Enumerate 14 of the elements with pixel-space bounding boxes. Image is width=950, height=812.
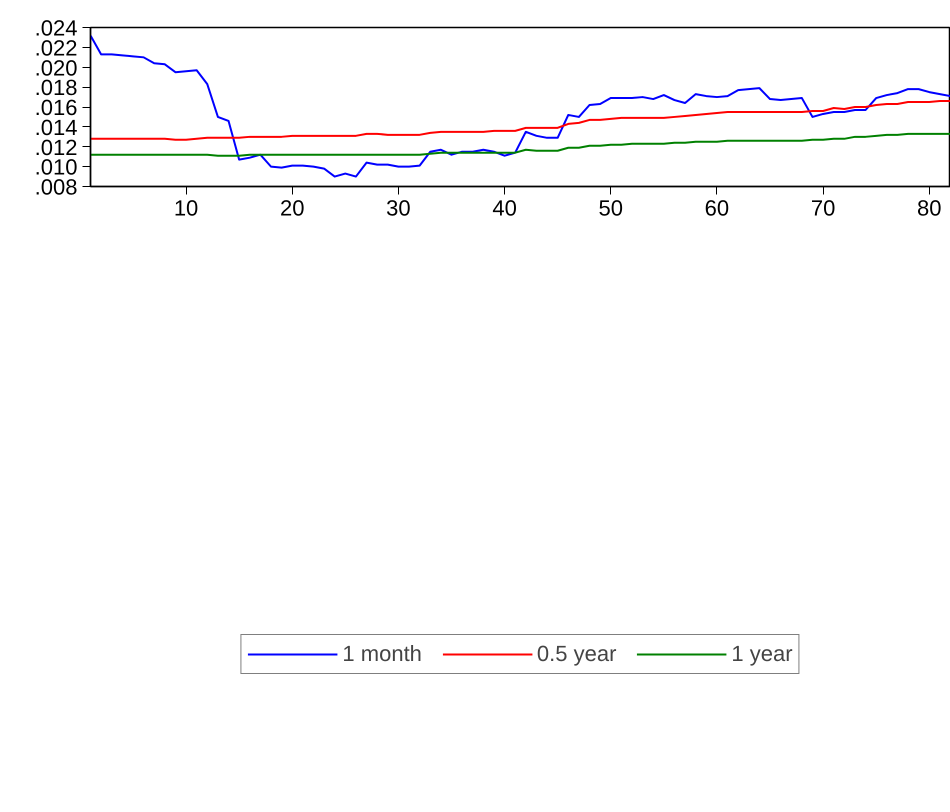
x-tick-label: 20 [280, 196, 304, 220]
line-series [90, 100, 950, 141]
legend-label: 1 month [342, 640, 422, 666]
x-tick-label: 50 [598, 196, 623, 220]
x-tick-label: 40 [492, 196, 517, 220]
legend-label: 1 year [731, 640, 793, 666]
line-series [90, 34, 950, 178]
x-tick-label: 60 [704, 196, 730, 220]
line-series [90, 132, 950, 157]
x-tick-label: 10 [174, 196, 198, 220]
x-tick-label: 70 [810, 196, 836, 220]
x-tick-label: 80 [917, 196, 942, 220]
legend-label: 0.5 year [536, 640, 616, 666]
x-tick-label: 30 [386, 196, 411, 220]
